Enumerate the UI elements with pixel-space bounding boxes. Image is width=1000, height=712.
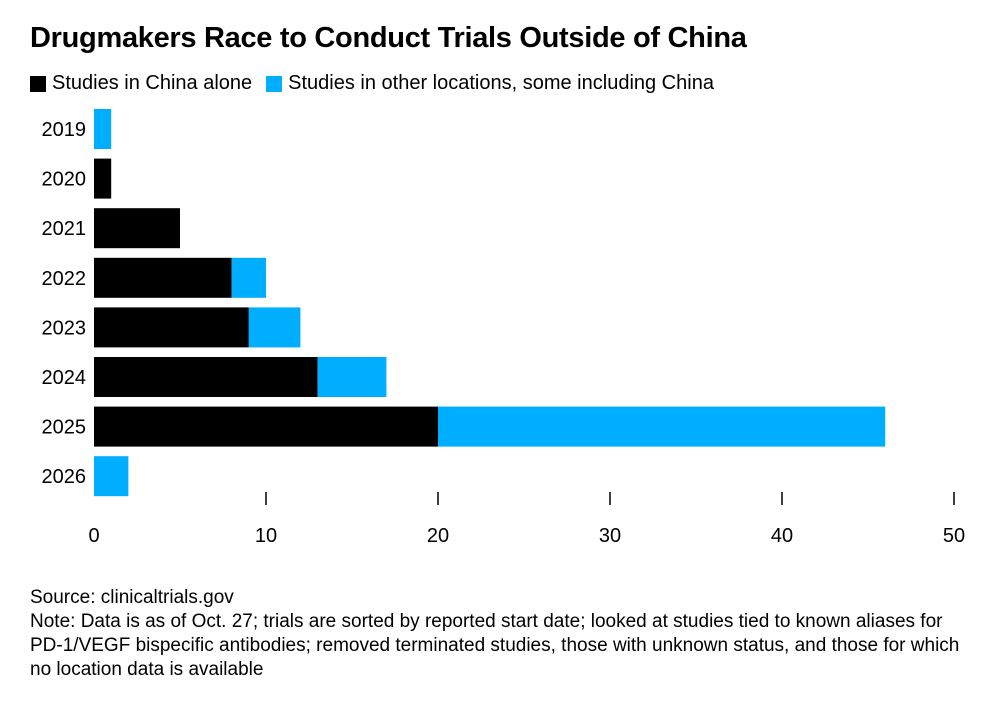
y-tick-label: 2022 (42, 268, 87, 290)
x-tick-label: 30 (599, 525, 621, 547)
legend-label-china: Studies in China alone (52, 72, 253, 94)
x-tick-label: 20 (427, 525, 449, 547)
bar-china-2025 (94, 406, 438, 447)
x-tick-label: 50 (943, 525, 965, 547)
bar-china-2023 (94, 307, 249, 348)
bar-other-2023 (248, 307, 301, 348)
bar-other-2022 (231, 257, 266, 298)
x-tick-label: 40 (771, 525, 793, 547)
legend-item-china: Studies in China alone (30, 72, 252, 95)
bar-china-2020 (94, 158, 112, 199)
source-text: Source: clinicaltrials.gov (30, 587, 234, 608)
bar-china-2021 (94, 208, 180, 249)
legend: Studies in China alone Studies in other … (30, 72, 728, 95)
legend-swatch-other (266, 75, 283, 92)
x-tick-label: 0 (88, 525, 99, 547)
notes: Source: clinicaltrials.gov Note: Data is… (30, 586, 980, 682)
chart-title: Drugmakers Race to Conduct Trials Outsid… (30, 22, 747, 54)
y-tick-label: 2025 (42, 417, 87, 439)
legend-label-other: Studies in other locations, some includi… (288, 72, 714, 94)
y-tick-label: 2026 (42, 466, 87, 488)
y-tick-label: 2019 (42, 119, 87, 141)
legend-item-other: Studies in other locations, some includi… (266, 72, 714, 95)
y-tick-label: 2024 (42, 367, 87, 389)
x-tick-label: 10 (255, 525, 277, 547)
note-text: Note: Data is as of Oct. 27; trials are … (30, 611, 960, 680)
bar-other-2024 (317, 357, 387, 397)
bar-other-2026 (94, 456, 129, 497)
bar-other-2019 (94, 109, 112, 149)
y-tick-label: 2020 (42, 169, 87, 191)
bar-china-2022 (94, 257, 232, 298)
bar-other-2025 (438, 406, 886, 447)
legend-swatch-china (30, 75, 46, 92)
y-tick-label: 2023 (42, 317, 87, 339)
bar-china-2024 (94, 357, 318, 397)
y-tick-label: 2021 (42, 218, 87, 240)
